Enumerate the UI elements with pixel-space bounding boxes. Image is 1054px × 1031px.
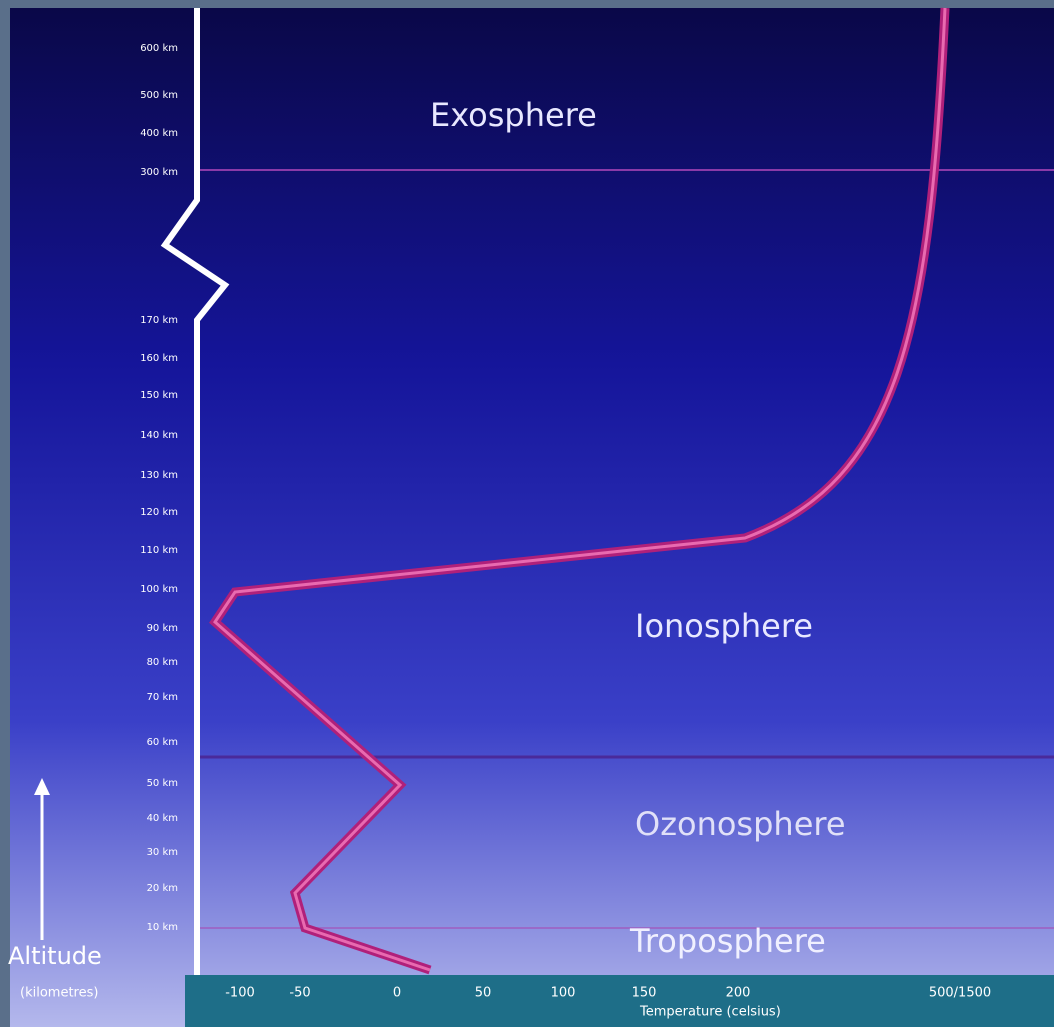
altitude-label: 50 km: [147, 778, 178, 789]
altitude-label: 60 km: [147, 737, 178, 748]
altitude-label: 600 km: [140, 43, 178, 54]
layer-label: Troposphere: [629, 922, 826, 960]
altitude-label: 100 km: [140, 584, 178, 595]
temperature-label: -100: [225, 986, 255, 1001]
altitude-label: 70 km: [147, 692, 178, 703]
altitude-label: 110 km: [140, 545, 178, 556]
temperature-label: -50: [289, 986, 310, 1001]
layer-label: Exosphere: [430, 96, 597, 134]
temperature-label: 500/1500: [929, 986, 991, 1001]
altitude-label: 500 km: [140, 90, 178, 101]
layer-label: Ozonosphere: [635, 805, 846, 843]
altitude-label: 80 km: [147, 657, 178, 668]
altitude-label: 130 km: [140, 470, 178, 481]
axis-title: Temperature (celsius): [639, 1005, 781, 1020]
altitude-label: 120 km: [140, 507, 178, 518]
altitude-label: 20 km: [147, 883, 178, 894]
altitude-label: 400 km: [140, 128, 178, 139]
altitude-label: 30 km: [147, 847, 178, 858]
temperature-bar: [185, 975, 1054, 1027]
layer-label: Ionosphere: [635, 607, 813, 645]
temperature-label: 100: [551, 986, 576, 1001]
altitude-label: 170 km: [140, 315, 178, 326]
axis-title: Altitude: [8, 942, 102, 970]
temperature-label: 50: [475, 986, 492, 1001]
temperature-label: 200: [726, 986, 751, 1001]
axis-unit: (kilometres): [20, 986, 98, 1001]
diagram: Exosphere Ionosphere Ozonosphere Troposp…: [0, 0, 1054, 1027]
altitude-label: 90 km: [147, 623, 178, 634]
altitude-label: 150 km: [140, 390, 178, 401]
altitude-label: 140 km: [140, 430, 178, 441]
temperature-label: 0: [393, 986, 401, 1001]
temperature-label: 150: [632, 986, 657, 1001]
altitude-label: 160 km: [140, 353, 178, 364]
altitude-label: 10 km: [147, 922, 178, 933]
altitude-label: 40 km: [147, 813, 178, 824]
altitude-label: 300 km: [140, 167, 178, 178]
